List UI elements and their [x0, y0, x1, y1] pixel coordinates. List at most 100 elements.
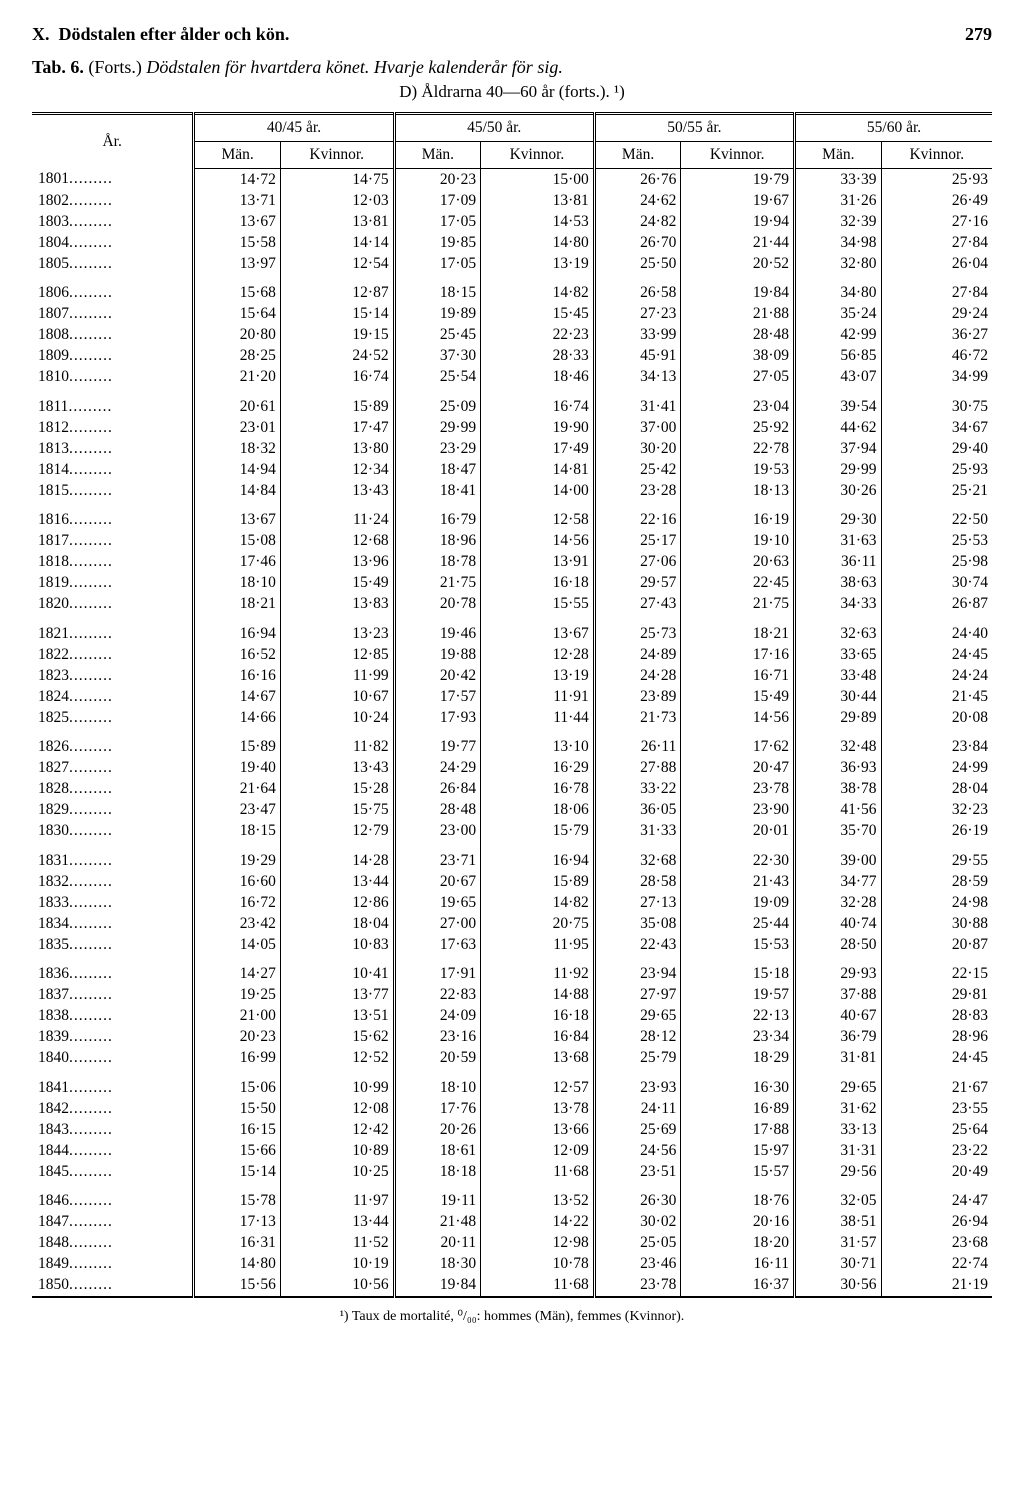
- value-cell: 23·00: [394, 821, 481, 842]
- value-cell: 14·80: [481, 232, 595, 253]
- value-cell: 21·00: [194, 1006, 281, 1027]
- value-cell: 11·52: [280, 1233, 394, 1254]
- value-cell: 29·40: [881, 438, 992, 459]
- table-row: 184215·5012·0817·7613·7824·1116·8931·622…: [32, 1098, 992, 1119]
- value-cell: 36·79: [795, 1027, 882, 1048]
- value-cell: 23·34: [681, 1027, 795, 1048]
- value-cell: 32·80: [795, 253, 882, 274]
- value-cell: 13·19: [481, 253, 595, 274]
- value-cell: 22·15: [881, 955, 992, 985]
- year-cell: 1820: [32, 594, 194, 615]
- value-cell: 13·23: [280, 615, 394, 645]
- value-cell: 25·05: [594, 1233, 681, 1254]
- table-row: 180213·7112·0317·0913·8124·6219·6731·262…: [32, 190, 992, 211]
- year-cell: 1803: [32, 211, 194, 232]
- value-cell: 13·44: [280, 871, 394, 892]
- value-cell: 27·16: [881, 211, 992, 232]
- value-cell: 15·66: [194, 1140, 281, 1161]
- value-cell: 16·74: [481, 388, 595, 418]
- value-cell: 23·93: [594, 1069, 681, 1099]
- table-row: 181223·0117·4729·9919·9037·0025·9244·623…: [32, 417, 992, 438]
- value-cell: 18·06: [481, 800, 595, 821]
- table-row: 181414·9412·3418·4714·8125·4219·5329·992…: [32, 459, 992, 480]
- col-man: Män.: [594, 142, 681, 169]
- value-cell: 29·30: [795, 501, 882, 531]
- value-cell: 32·23: [881, 800, 992, 821]
- col-kvinnor: Kvinnor.: [681, 142, 795, 169]
- value-cell: 25·92: [681, 417, 795, 438]
- value-cell: 10·78: [481, 1254, 595, 1275]
- value-cell: 32·28: [795, 892, 882, 913]
- value-cell: 16·78: [481, 779, 595, 800]
- year-cell: 1842: [32, 1098, 194, 1119]
- value-cell: 30·20: [594, 438, 681, 459]
- value-cell: 13·80: [280, 438, 394, 459]
- value-cell: 10·41: [280, 955, 394, 985]
- value-cell: 45·91: [594, 346, 681, 367]
- value-cell: 17·93: [394, 707, 481, 728]
- table-row: 182018·2113·8320·7815·5527·4321·7534·332…: [32, 594, 992, 615]
- value-cell: 34·67: [881, 417, 992, 438]
- year-cell: 1810: [32, 367, 194, 388]
- year-cell: 1822: [32, 644, 194, 665]
- value-cell: 20·23: [194, 1027, 281, 1048]
- year-cell: 1832: [32, 871, 194, 892]
- value-cell: 31·57: [795, 1233, 882, 1254]
- value-cell: 23·68: [881, 1233, 992, 1254]
- value-cell: 30·74: [881, 573, 992, 594]
- value-cell: 21·73: [594, 707, 681, 728]
- value-cell: 18·76: [681, 1182, 795, 1212]
- value-cell: 10·24: [280, 707, 394, 728]
- value-cell: 28·12: [594, 1027, 681, 1048]
- value-cell: 37·30: [394, 346, 481, 367]
- value-cell: 17·91: [394, 955, 481, 985]
- value-cell: 20·61: [194, 388, 281, 418]
- year-cell: 1813: [32, 438, 194, 459]
- value-cell: 19·29: [194, 842, 281, 872]
- year-cell: 1811: [32, 388, 194, 418]
- value-cell: 27·05: [681, 367, 795, 388]
- value-cell: 37·94: [795, 438, 882, 459]
- value-cell: 12·68: [280, 531, 394, 552]
- value-cell: 26·58: [594, 274, 681, 304]
- value-cell: 14·27: [194, 955, 281, 985]
- value-cell: 15·53: [681, 934, 795, 955]
- value-cell: 11·68: [481, 1161, 595, 1182]
- col-group-1: 45/50 år.: [394, 114, 594, 142]
- value-cell: 19·11: [394, 1182, 481, 1212]
- value-cell: 20·63: [681, 552, 795, 573]
- value-cell: 25·09: [394, 388, 481, 418]
- value-cell: 17·05: [394, 211, 481, 232]
- value-cell: 43·07: [795, 367, 882, 388]
- value-cell: 23·78: [594, 1275, 681, 1297]
- year-cell: 1815: [32, 480, 194, 501]
- table-row: 183514·0510·8317·6311·9522·4315·5328·502…: [32, 934, 992, 955]
- page-number: 279: [965, 24, 992, 45]
- table-row: 183423·4218·0427·0020·7535·0825·4440·743…: [32, 913, 992, 934]
- value-cell: 18·29: [681, 1048, 795, 1069]
- value-cell: 19·79: [681, 169, 795, 191]
- value-cell: 20·11: [394, 1233, 481, 1254]
- value-cell: 21·48: [394, 1212, 481, 1233]
- value-cell: 29·99: [394, 417, 481, 438]
- value-cell: 27·00: [394, 913, 481, 934]
- value-cell: 26·76: [594, 169, 681, 191]
- value-cell: 12·85: [280, 644, 394, 665]
- table-row: 183316·7212·8619·6514·8227·1319·0932·282…: [32, 892, 992, 913]
- value-cell: 25·64: [881, 1119, 992, 1140]
- mortality-table: År. 40/45 år. 45/50 år. 50/55 år. 55/60 …: [32, 112, 992, 1298]
- value-cell: 16·94: [481, 842, 595, 872]
- value-cell: 10·25: [280, 1161, 394, 1182]
- value-cell: 15·89: [194, 728, 281, 758]
- value-cell: 18·10: [194, 573, 281, 594]
- value-cell: 13·96: [280, 552, 394, 573]
- table-row: 181021·2016·7425·5418·4634·1327·0543·073…: [32, 367, 992, 388]
- value-cell: 20·52: [681, 253, 795, 274]
- value-cell: 28·59: [881, 871, 992, 892]
- value-cell: 24·62: [594, 190, 681, 211]
- value-cell: 31·26: [795, 190, 882, 211]
- table-subcaption: D) Åldrarna 40—60 år (forts.). ¹): [32, 82, 992, 102]
- value-cell: 21·45: [881, 686, 992, 707]
- table-row: 183920·2315·6223·1616·8428·1223·3436·792…: [32, 1027, 992, 1048]
- value-cell: 25·93: [881, 459, 992, 480]
